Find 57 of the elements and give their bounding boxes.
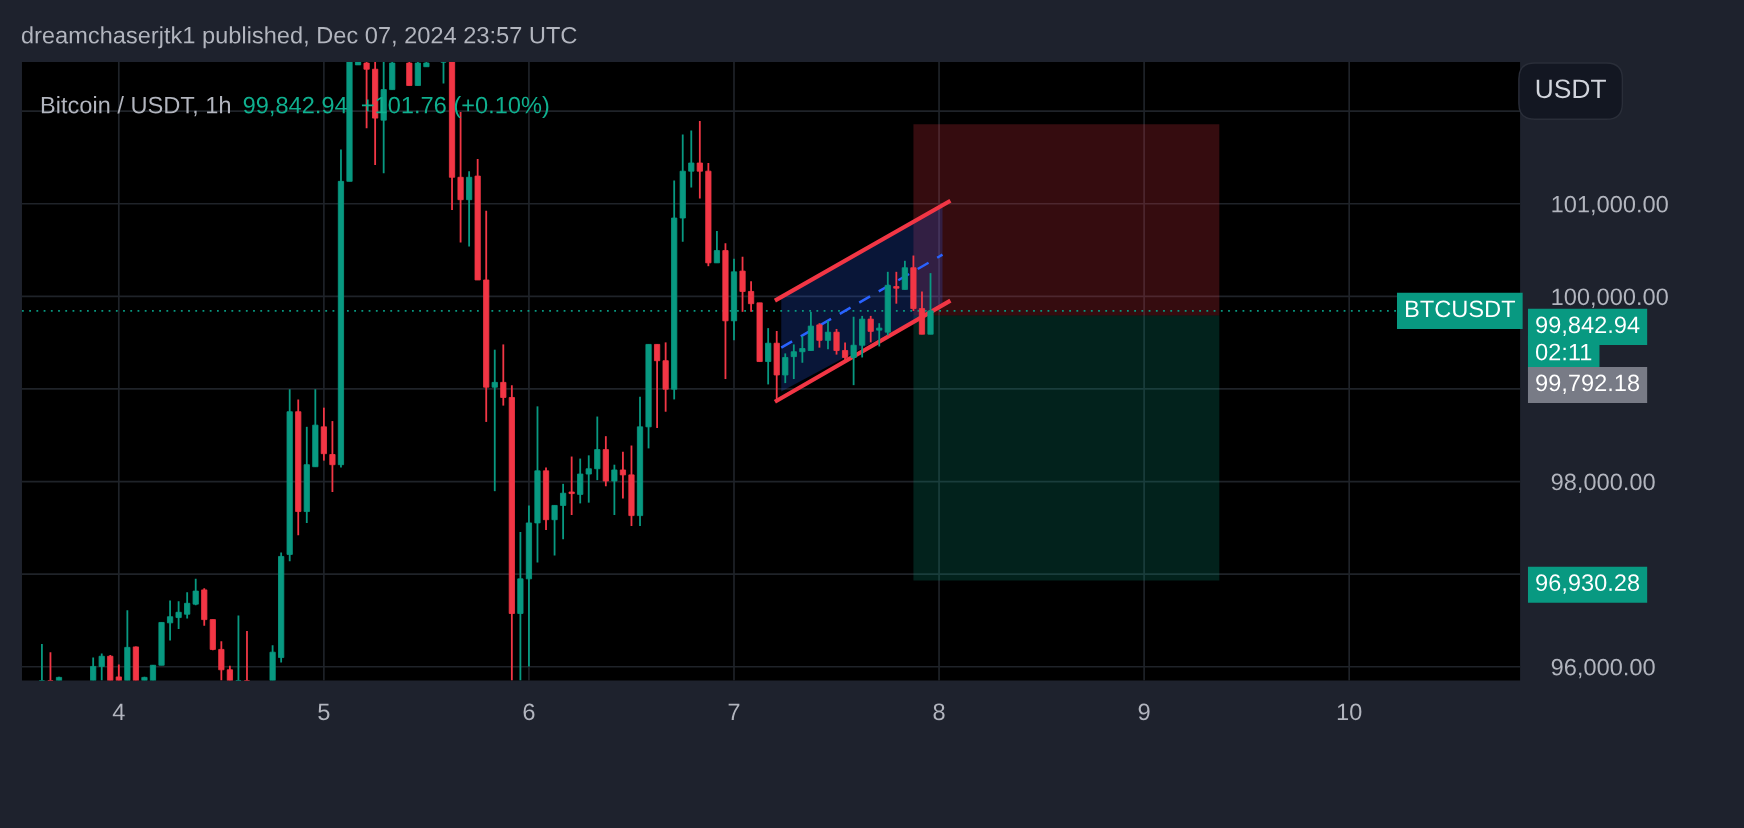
- candlestick: [491, 348, 498, 493]
- y-axis-title: USDT: [1536, 79, 1606, 99]
- candlestick: [585, 454, 592, 504]
- text: Bitcoin / USDT, 1h: [41, 96, 230, 117]
- candlestick: [167, 599, 174, 642]
- y-tick-label: 98,000.00: [1551, 473, 1655, 494]
- candlestick: [713, 230, 720, 264]
- candlestick: [782, 352, 789, 385]
- candlestick: [414, 62, 421, 87]
- candlestick: [765, 327, 772, 386]
- candlestick: [466, 170, 473, 248]
- candlestick: [440, 62, 447, 85]
- candlestick: [833, 328, 840, 356]
- candlestick: [192, 577, 199, 607]
- candlestick: [577, 457, 584, 505]
- y-tick-label: 100,000.00: [1552, 288, 1668, 308]
- candlestick: [799, 335, 806, 364]
- candlestick: [551, 504, 558, 557]
- text: 99,792.18: [1536, 374, 1640, 395]
- candlestick: [816, 322, 823, 349]
- candlestick: [98, 652, 105, 681]
- candlestick: [500, 343, 507, 407]
- x-tick-label: 8: [933, 703, 945, 721]
- y-tick-label: 101,000.00: [1552, 195, 1668, 216]
- text: 96,930.28: [1536, 574, 1640, 594]
- candlestick: [748, 280, 755, 313]
- candlestick: [594, 415, 601, 482]
- x-tick-label: 9: [1138, 703, 1150, 721]
- candlestick: [654, 343, 661, 429]
- candlestick: [175, 600, 182, 630]
- candlestick: [619, 450, 626, 500]
- y-tick-label: 96,000.00: [1551, 658, 1655, 679]
- ref-line-label: BTCUSDT: [1406, 300, 1516, 318]
- candlestick: [568, 455, 575, 516]
- x-tick-label: 10: [1337, 703, 1362, 721]
- candlestick: [893, 270, 900, 305]
- candlestick: [867, 314, 874, 344]
- candlestick: [739, 255, 746, 313]
- candlestick: [406, 62, 413, 87]
- candlestick: [218, 640, 225, 681]
- candlestick: [611, 463, 618, 516]
- candlestick: [696, 120, 703, 200]
- candlestick: [184, 591, 191, 620]
- candlestick: [850, 315, 857, 387]
- candlestick: [688, 129, 695, 189]
- text: 99,842.94: [1536, 316, 1640, 336]
- x-tick-label: 6: [523, 703, 535, 721]
- candlestick: [901, 259, 908, 291]
- candlestick: [824, 319, 832, 351]
- text: dreamchaserjtk1 published, Dec 07, 2024 23:57 UTC: [21, 26, 577, 49]
- candlestick: [329, 420, 336, 493]
- candlestick: [790, 343, 797, 380]
- text: 02:11: [1535, 343, 1592, 361]
- x-tick-label: 5: [318, 703, 330, 721]
- candlestick: [560, 482, 567, 541]
- x-tick-label: 4: [112, 703, 125, 720]
- x-tick-label: 7: [728, 703, 740, 720]
